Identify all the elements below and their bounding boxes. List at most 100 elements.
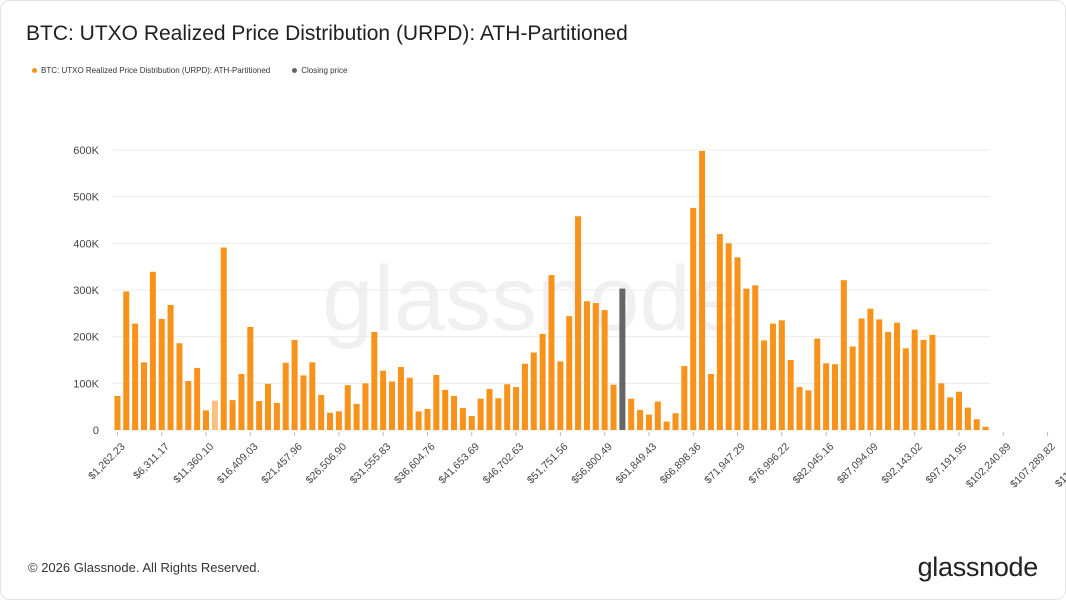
urpd-bar[interactable] <box>964 407 971 430</box>
urpd-bar[interactable] <box>468 416 475 430</box>
urpd-bar[interactable] <box>495 398 502 430</box>
urpd-bar[interactable] <box>583 301 590 430</box>
urpd-bar[interactable] <box>566 316 573 430</box>
urpd-bar[interactable] <box>716 234 723 430</box>
urpd-bar[interactable] <box>867 308 874 430</box>
urpd-bar[interactable] <box>344 385 351 430</box>
urpd-bar[interactable] <box>681 366 688 430</box>
urpd-bar[interactable] <box>973 419 980 430</box>
urpd-bar[interactable] <box>778 320 785 430</box>
urpd-bar[interactable] <box>787 360 794 430</box>
urpd-bar[interactable] <box>929 334 936 430</box>
urpd-bar[interactable] <box>707 374 714 430</box>
urpd-bar[interactable] <box>654 401 661 430</box>
urpd-bar[interactable] <box>335 411 342 430</box>
urpd-bar[interactable] <box>885 332 892 430</box>
urpd-bar[interactable] <box>424 409 431 430</box>
urpd-bar[interactable] <box>690 207 697 430</box>
urpd-bar[interactable] <box>699 150 706 430</box>
urpd-bar[interactable] <box>920 339 927 430</box>
urpd-bar[interactable] <box>504 384 511 430</box>
urpd-bar[interactable] <box>273 402 280 430</box>
urpd-bar[interactable] <box>938 383 945 430</box>
urpd-bar[interactable] <box>158 318 165 430</box>
urpd-bar[interactable] <box>539 333 546 430</box>
urpd-bar[interactable] <box>672 413 679 430</box>
urpd-bar[interactable] <box>805 390 812 430</box>
urpd-bar[interactable] <box>858 318 865 430</box>
urpd-bar[interactable] <box>823 363 830 430</box>
urpd-bar[interactable] <box>300 375 307 430</box>
urpd-bar[interactable] <box>548 275 555 430</box>
urpd-bar[interactable] <box>796 387 803 430</box>
urpd-bar[interactable] <box>397 367 404 430</box>
urpd-bar[interactable] <box>876 319 883 430</box>
urpd-bar[interactable] <box>947 397 954 430</box>
urpd-bar[interactable] <box>982 426 989 430</box>
urpd-bar[interactable] <box>318 395 325 430</box>
urpd-bar[interactable] <box>831 364 838 430</box>
urpd-bar[interactable] <box>140 362 148 430</box>
urpd-bar[interactable] <box>752 285 759 430</box>
urpd-bar[interactable] <box>743 288 750 430</box>
urpd-bar[interactable] <box>601 310 608 430</box>
closing-price-bar[interactable] <box>619 288 626 430</box>
urpd-bar[interactable] <box>761 340 768 430</box>
urpd-bar[interactable] <box>132 323 139 430</box>
urpd-bar[interactable] <box>557 361 564 430</box>
urpd-bar[interactable] <box>451 395 458 430</box>
urpd-bar[interactable] <box>114 395 121 430</box>
urpd-bar[interactable] <box>477 398 484 430</box>
urpd-bar[interactable] <box>327 412 334 430</box>
urpd-bar[interactable] <box>433 374 440 430</box>
urpd-bar[interactable] <box>149 271 156 430</box>
urpd-bar[interactable] <box>194 367 201 430</box>
urpd-bar[interactable] <box>592 303 599 430</box>
urpd-bar[interactable] <box>645 414 652 430</box>
urpd-bar[interactable] <box>389 381 396 430</box>
urpd-bar[interactable] <box>167 304 174 430</box>
urpd-bar[interactable] <box>911 329 918 430</box>
urpd-bar[interactable] <box>663 421 670 430</box>
urpd-bar[interactable] <box>256 401 263 430</box>
urpd-bar[interactable] <box>203 410 210 430</box>
urpd-bar[interactable] <box>415 411 422 430</box>
urpd-bar[interactable] <box>371 332 378 430</box>
urpd-bar[interactable] <box>734 257 741 430</box>
urpd-bar[interactable] <box>849 346 856 430</box>
urpd-bar[interactable] <box>955 391 962 430</box>
urpd-bar[interactable] <box>229 400 236 430</box>
urpd-bar[interactable] <box>362 383 369 430</box>
urpd-bar[interactable] <box>769 323 776 430</box>
glassnode-logo[interactable]: glassnode <box>917 552 1039 582</box>
urpd-bar[interactable] <box>637 409 644 430</box>
urpd-bar[interactable] <box>442 389 449 430</box>
urpd-bar[interactable] <box>530 352 537 430</box>
urpd-bar[interactable] <box>893 322 900 430</box>
urpd-bar[interactable] <box>380 370 387 430</box>
urpd-bar[interactable] <box>406 377 413 430</box>
urpd-bar[interactable] <box>265 383 272 430</box>
urpd-bar[interactable] <box>123 291 130 430</box>
urpd-bar[interactable] <box>282 362 289 430</box>
urpd-bar[interactable] <box>902 348 909 430</box>
urpd-bar[interactable] <box>238 374 245 430</box>
urpd-bar[interactable] <box>840 280 847 430</box>
urpd-bar[interactable] <box>353 403 360 430</box>
legend-item-urpd[interactable]: BTC: UTXO Realized Price Distribution (U… <box>32 66 270 75</box>
urpd-bar[interactable] <box>291 339 298 430</box>
urpd-bar[interactable] <box>814 338 821 430</box>
urpd-bar[interactable] <box>220 247 227 430</box>
urpd-bar[interactable] <box>247 326 254 430</box>
urpd-bar[interactable] <box>628 398 635 430</box>
urpd-bar[interactable] <box>521 363 528 430</box>
urpd-bar[interactable] <box>459 408 466 430</box>
urpd-bar[interactable] <box>610 384 617 430</box>
urpd-bar[interactable] <box>185 381 192 430</box>
urpd-bar[interactable] <box>486 388 493 430</box>
urpd-bar[interactable] <box>513 387 520 430</box>
legend-item-closing-price[interactable]: Closing price <box>292 66 348 75</box>
urpd-bar[interactable] <box>575 216 582 430</box>
urpd-bar[interactable] <box>176 343 183 430</box>
urpd-bar[interactable] <box>211 400 218 430</box>
